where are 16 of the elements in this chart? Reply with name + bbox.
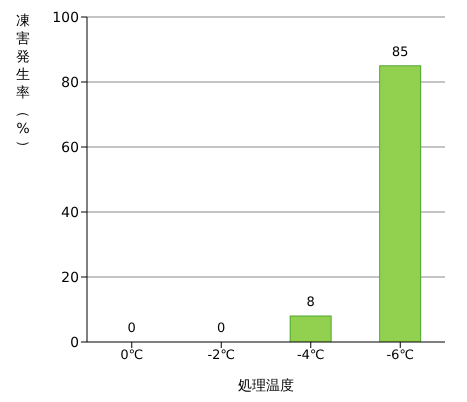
y-tick-label: 80 bbox=[61, 74, 79, 91]
x-axis-title: 処理温度 bbox=[238, 378, 294, 394]
y-tick-label: 40 bbox=[61, 204, 79, 221]
x-tick-label: -2℃ bbox=[207, 348, 236, 364]
y-tick-label: 60 bbox=[61, 140, 79, 156]
data-label: 85 bbox=[392, 44, 408, 60]
x-tick-label: -4℃ bbox=[296, 348, 325, 364]
x-tick-label: -6℃ bbox=[386, 348, 414, 364]
data-label: 0 bbox=[128, 321, 136, 336]
y-tick-label: 0 bbox=[70, 334, 79, 351]
x-tick-label: 0℃ bbox=[120, 348, 144, 364]
y-tick-label: 20 bbox=[61, 270, 79, 286]
y-tick-label: 100 bbox=[52, 10, 79, 26]
data-label: 8 bbox=[306, 295, 315, 310]
data-label: 0 bbox=[217, 321, 226, 336]
y-axis-title: 凍害発生率（%） bbox=[14, 12, 32, 156]
